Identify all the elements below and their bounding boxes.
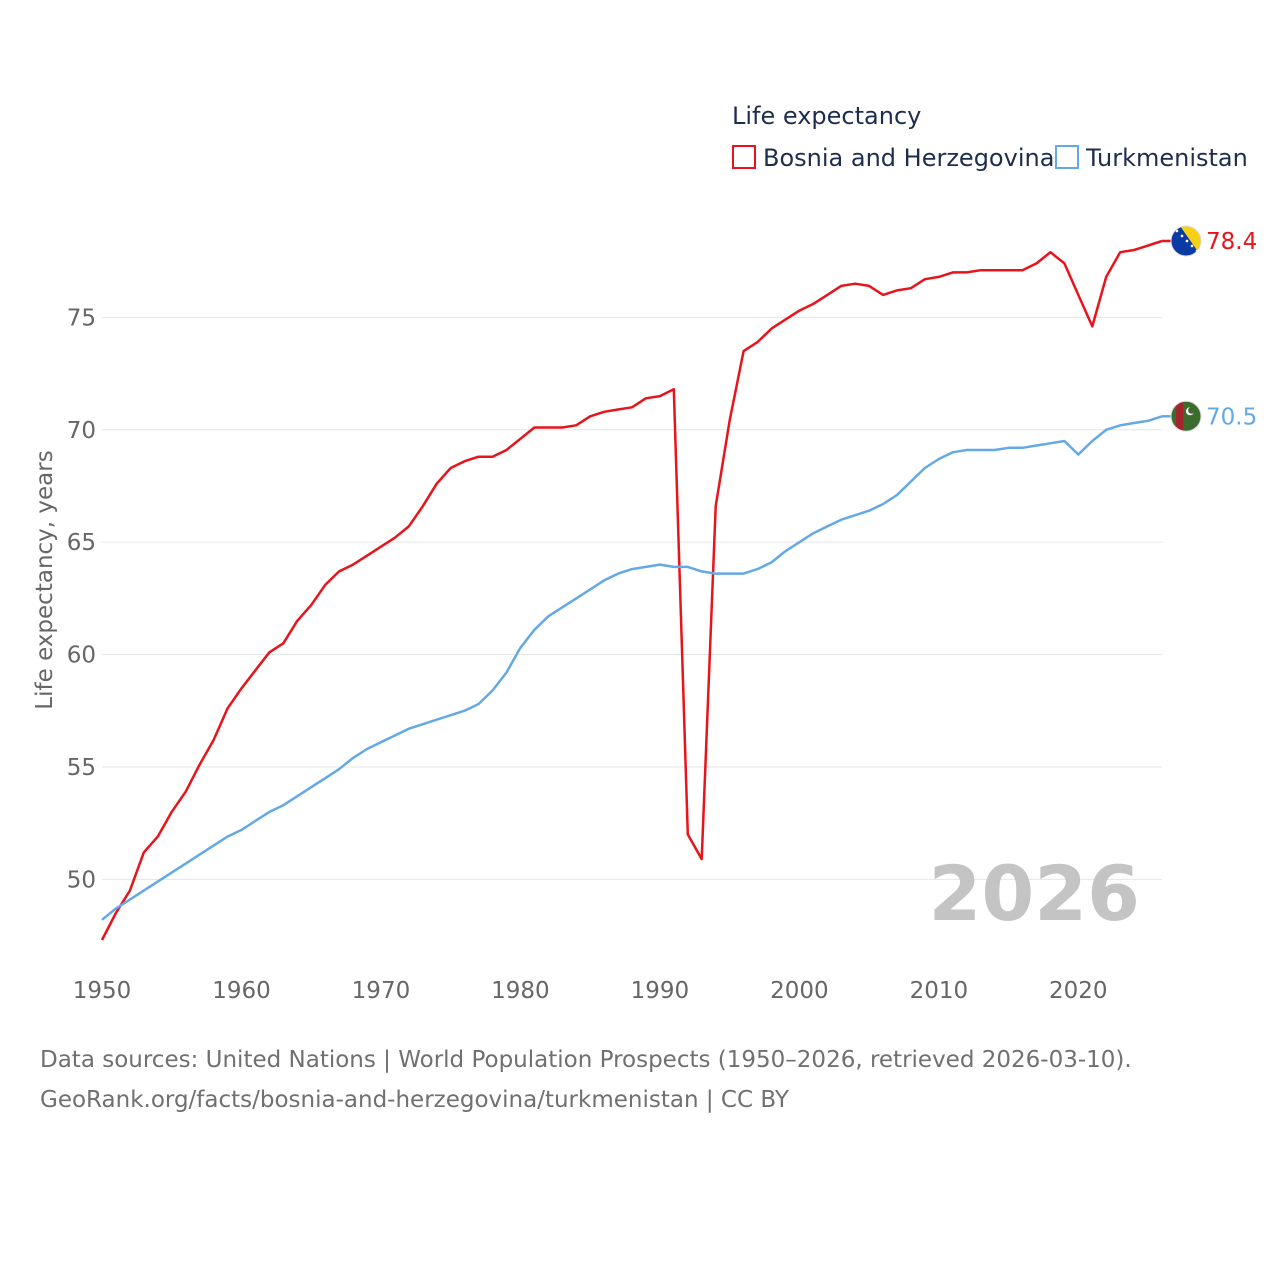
x-tick-label: 2020 <box>1049 978 1108 1004</box>
gridlines <box>102 316 1162 880</box>
y-tick-label: 50 <box>67 867 96 893</box>
y-tick-label: 70 <box>67 418 96 444</box>
x-tick-label: 2010 <box>910 978 969 1004</box>
x-tick-label: 1970 <box>352 978 411 1004</box>
x-axis-ticks: 1950 1960 1970 1980 1990 2000 2010 2020 <box>73 978 1108 1004</box>
x-tick-label: 1990 <box>631 978 690 1004</box>
attribution-link[interactable]: GeoRank.org/facts/bosnia-and-herzegovina… <box>40 1087 789 1113</box>
data-sources-text: Data sources: United Nations | World Pop… <box>40 1047 1132 1073</box>
y-tick-label: 65 <box>67 530 96 556</box>
y-axis-ticks: 50 55 60 65 70 75 <box>67 305 96 893</box>
y-axis-label: Life expectancy, years <box>32 450 58 709</box>
series-line-bosnia <box>100 239 1163 941</box>
legend-swatch-turkmenistan <box>1055 145 1079 169</box>
x-tick-label: 1960 <box>212 978 271 1004</box>
x-tick-label: 1950 <box>73 978 132 1004</box>
series-lines <box>100 239 1163 941</box>
y-tick-label: 55 <box>67 755 96 781</box>
y-tick-label: 60 <box>67 643 96 669</box>
legend-label-bosnia: Bosnia and Herzegovina <box>763 144 1054 172</box>
turkmenistan-flag-icon <box>1170 400 1202 432</box>
legend-title: Life expectancy <box>732 102 921 130</box>
end-value-label: 70.5 <box>1206 404 1257 430</box>
legend-item-turkmenistan[interactable]: Turkmenistan <box>1055 144 1248 172</box>
end-value-label: 78.4 <box>1206 229 1257 255</box>
x-tick-label: 2000 <box>770 978 829 1004</box>
bosnia-and-herzegovina-flag-icon <box>1170 225 1202 257</box>
y-tick-label: 75 <box>67 305 96 331</box>
legend-swatch-bosnia <box>732 145 756 169</box>
year-watermark: 2026 <box>928 849 1140 938</box>
legend-item-bosnia[interactable]: Bosnia and Herzegovina <box>732 144 1054 172</box>
series-line-turkmenistan <box>101 415 1163 921</box>
series-endpoints: 78.4 70.5 <box>1162 225 1257 432</box>
footer: Data sources: United Nations | World Pop… <box>40 1040 1240 1120</box>
x-tick-label: 1980 <box>491 978 550 1004</box>
legend-label-turkmenistan: Turkmenistan <box>1085 144 1248 172</box>
legend: Life expectancy Bosnia and Herzegovina T… <box>732 102 1248 172</box>
